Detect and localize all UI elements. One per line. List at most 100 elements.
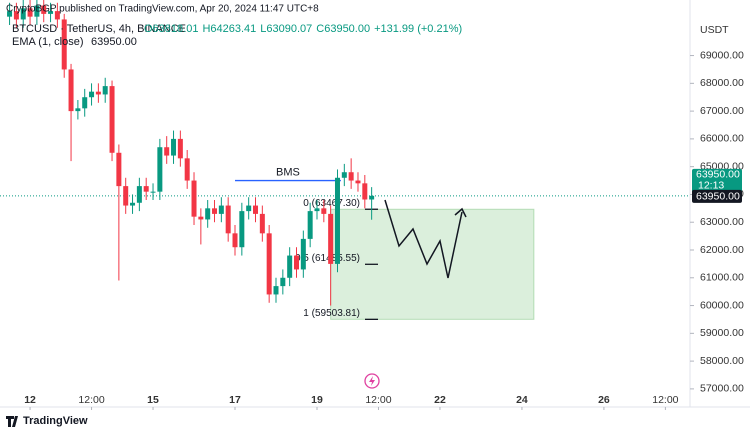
indicator-price-label: 63950.00 [696,191,740,203]
x-tick-label: 26 [598,394,610,406]
ohlc-value: H64263.41 [202,23,256,35]
candle-body [143,186,149,192]
candle-body [164,147,170,156]
y-tick-label: 68000.00 [700,77,744,89]
currency-label: USDT [700,24,729,36]
x-tick-label: 12:00 [652,394,678,406]
candle-body [348,172,354,181]
candle-body [7,11,13,17]
bms-label: BMS [276,166,300,178]
plot-area: 0 (63467.30) 0.5 (61485.55) 1 (59503.81) BM… [0,0,690,320]
candle-body [123,186,129,206]
candle-body [239,211,245,248]
candle-body [20,8,26,20]
candle-body [246,205,252,212]
candle-body [266,233,272,295]
y-tick-label: 69000.00 [700,49,744,61]
ohlc-value: O63818.01 [144,23,198,35]
ohlc-value: L63090.07 [260,23,312,35]
candle-body [34,5,40,17]
x-tick-label: 12:00 [78,394,104,406]
candle-body [82,97,88,109]
target-zone [330,208,535,320]
x-tick-label: 12:00 [365,394,391,406]
x-tick-label: 17 [229,394,241,406]
x-tick-label: 24 [516,394,528,406]
y-tick-label: 63000.00 [700,216,744,228]
y-tick-label: 62000.00 [700,244,744,256]
candle-body [259,213,265,234]
countdown-label: 12:13 [698,180,724,192]
candle-body [334,177,340,264]
candle-body [136,186,142,203]
candle-body [102,86,108,95]
candle-body [253,205,259,214]
last-price-label: 63950.00 [696,169,740,181]
y-tick-label: 60000.00 [700,299,744,311]
candle-body [355,180,361,184]
ohlc-line: O63818.01 H64263.41 L63090.07 C63950.00 +131… [144,23,462,35]
candle-body [116,152,122,187]
candle-body [280,277,286,287]
fib-label: 0 (63467.30) [303,198,360,209]
candle-body [273,286,279,295]
candle-body [157,147,163,192]
candle-body [41,5,47,14]
candle-body [362,183,368,200]
x-tick-label: 22 [434,394,446,406]
candle-body [287,255,293,278]
ohlc-value: C63950.00 [316,23,370,35]
candle-body [109,86,115,153]
y-tick-label: 66000.00 [700,133,744,145]
y-tick-label: 61000.00 [700,272,744,284]
y-tick-label: 58000.00 [700,355,744,367]
y-tick-label: 59000.00 [700,327,744,339]
candle-body [218,205,224,214]
indicator-value: 63950.00 [91,36,137,48]
x-tick-label: 19 [311,394,323,406]
watermark: CryptoBGP published on TradingView.com, … [6,4,319,15]
candle-body [293,255,299,270]
x-tick-label: 12 [24,394,36,406]
candle-body [300,238,306,270]
candle-body [328,213,334,264]
candle-body [89,91,95,98]
candle-body [68,69,74,112]
symbol-line: BTCUSD · TetherUS, 4h, BINANCE [12,23,186,35]
candle-body [314,208,320,212]
candle-body [95,91,101,95]
candle-body [225,205,231,234]
indicator-price-box [692,189,742,203]
y-tick-label: 57000.00 [700,383,744,395]
brand-logo: TradingView [6,415,88,427]
candle-body [61,19,67,70]
candle-body [369,195,375,200]
lightning-icon [364,373,380,389]
candle-body [198,216,204,220]
overlay: CryptoBGP published on TradingView.com, … [6,4,729,427]
candle-body [205,208,211,220]
candle-body [75,108,81,112]
candle-body [54,11,60,20]
candle-body [13,11,19,20]
candle-body [321,208,327,214]
y-tick-label: 67000.00 [700,105,744,117]
fib-label: 0.5 (61485.55) [295,253,360,264]
candle-body [48,11,54,14]
candle-body [177,138,183,159]
candle-body [150,191,156,193]
candle-body [212,208,218,214]
ohlc-value: +131.99 (+0.21%) [374,23,462,35]
fib-label: 1 (59503.81) [303,308,360,319]
candle-body [171,138,177,156]
brand-name: TradingView [23,415,88,427]
candle-body [191,180,197,217]
indicator-name: EMA (1, close) [12,36,84,48]
candle-body [184,158,190,181]
candle-body [232,233,238,248]
x-tick-label: 15 [147,394,159,406]
candle-body [341,172,347,178]
candle-body [27,8,33,17]
